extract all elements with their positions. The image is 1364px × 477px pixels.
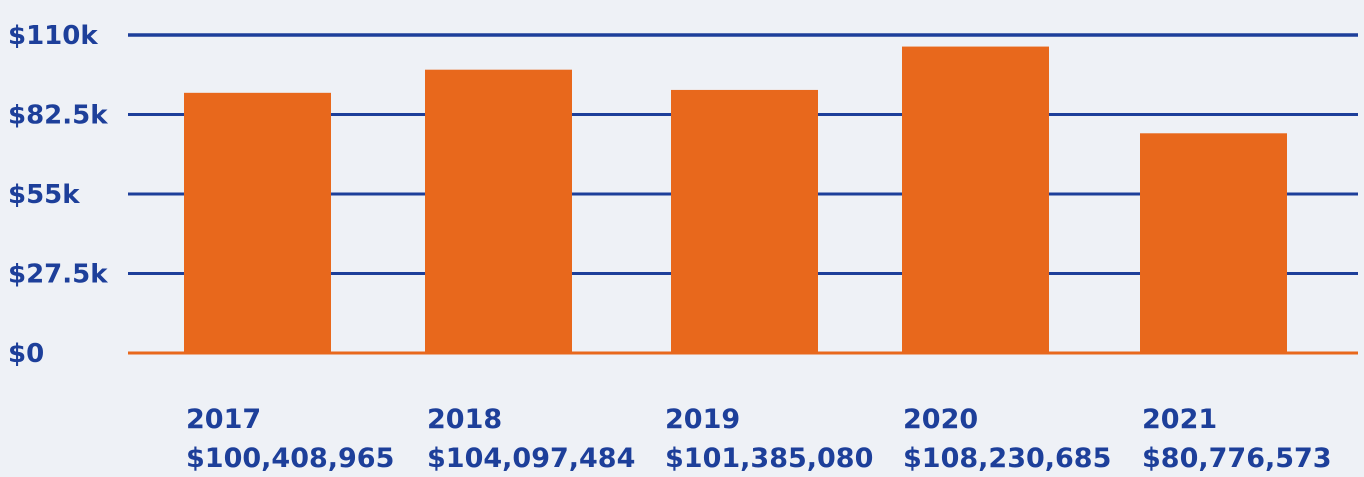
bar <box>425 69 572 353</box>
bar-value-label: $108,230,685 <box>903 443 1111 474</box>
x-category-label: 2021 <box>1142 404 1217 435</box>
x-category-label: 2020 <box>903 404 978 435</box>
bar-value-label: $100,408,965 <box>186 443 394 474</box>
bar <box>184 92 331 354</box>
y-tick-label: $82.5k <box>8 101 108 131</box>
y-tick-label: $55k <box>8 180 80 210</box>
x-category-label: 2017 <box>186 404 261 435</box>
bar <box>902 46 1049 354</box>
bar <box>1140 133 1287 353</box>
bar-value-label: $104,097,484 <box>427 443 635 474</box>
y-tick-label: $27.5k <box>8 260 108 290</box>
bar-value-label: $101,385,080 <box>665 443 873 474</box>
x-category-label: 2019 <box>665 404 740 435</box>
bar-value-label: $80,776,573 <box>1142 443 1332 474</box>
y-tick-label: $0 <box>8 339 44 369</box>
y-tick-label: $110k <box>8 21 98 51</box>
x-category-label: 2018 <box>427 404 502 435</box>
bar <box>671 89 818 353</box>
